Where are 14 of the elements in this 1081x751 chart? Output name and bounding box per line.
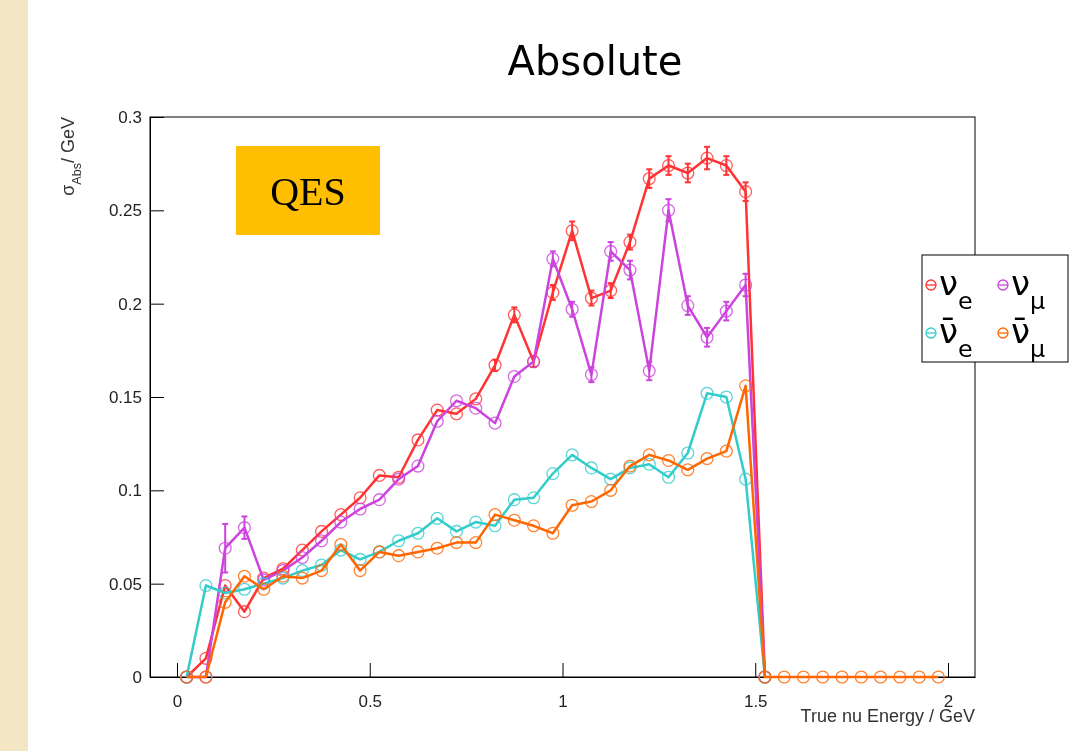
x-tick-label: 1.5 (743, 692, 768, 712)
legend-label: ν$_{μ}$ (1011, 263, 1046, 315)
x-tick-label: 0.5 (358, 692, 383, 712)
x-tick-label: 1 (558, 692, 568, 712)
y-tick-label: 0.3 (118, 107, 142, 127)
y-tick-label: 0.15 (108, 387, 142, 407)
x-tick-label: 0 (172, 692, 183, 712)
y-tick-label: 0.1 (118, 481, 142, 501)
y-tick-label: 0 (132, 667, 142, 687)
chart-title: Absolute (507, 38, 683, 84)
y-tick-label: 0.25 (108, 201, 142, 221)
annotation: QES (270, 169, 346, 214)
y-tick-label: 0.05 (108, 574, 142, 594)
y-tick-label: 0.2 (118, 294, 142, 314)
